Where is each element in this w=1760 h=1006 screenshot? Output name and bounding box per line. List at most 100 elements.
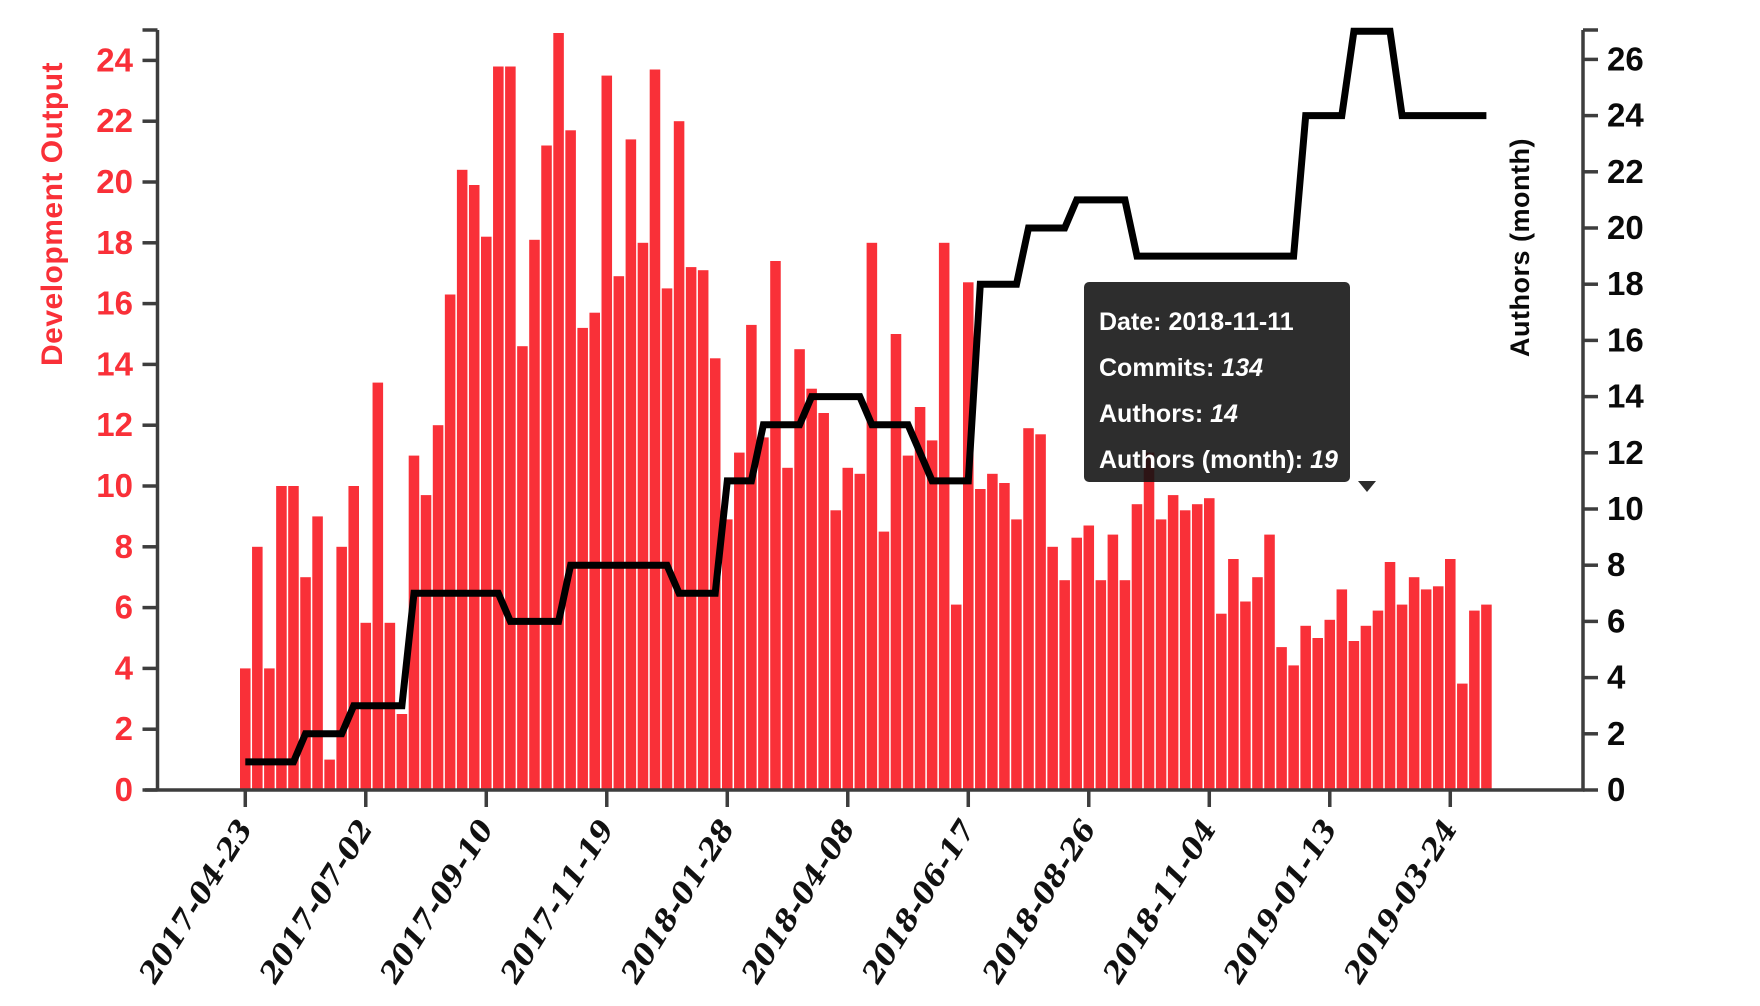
commit-bar[interactable] bbox=[288, 486, 299, 790]
commit-bar[interactable] bbox=[517, 346, 528, 790]
commit-bar[interactable] bbox=[1324, 619, 1336, 790]
commit-bar[interactable] bbox=[806, 388, 817, 790]
commit-bar[interactable] bbox=[1481, 604, 1492, 790]
commit-bar[interactable] bbox=[1336, 589, 1348, 790]
commit-bar[interactable] bbox=[866, 242, 878, 791]
commit-bar[interactable] bbox=[878, 531, 890, 790]
commit-bar[interactable] bbox=[1276, 647, 1287, 790]
commit-bar[interactable] bbox=[1071, 537, 1082, 790]
commit-bar[interactable] bbox=[1445, 559, 1456, 790]
commit-bar[interactable] bbox=[722, 519, 733, 790]
commit-bar[interactable] bbox=[1420, 589, 1432, 790]
commit-bar[interactable] bbox=[770, 261, 781, 790]
commit-bar[interactable] bbox=[734, 452, 745, 790]
commit-bar[interactable] bbox=[890, 334, 902, 790]
commit-bar[interactable] bbox=[1384, 562, 1396, 790]
commit-bar[interactable] bbox=[613, 276, 625, 790]
commit-bar[interactable] bbox=[252, 546, 263, 790]
commit-bar[interactable] bbox=[975, 489, 986, 790]
commit-bar[interactable] bbox=[444, 294, 456, 791]
commit-bar[interactable] bbox=[1372, 610, 1384, 790]
commit-bar[interactable] bbox=[1216, 613, 1227, 790]
commit-bar[interactable] bbox=[1083, 525, 1095, 791]
commit-bar[interactable] bbox=[396, 714, 408, 790]
commit-bar[interactable] bbox=[336, 546, 347, 790]
commit-bar[interactable] bbox=[914, 407, 926, 790]
commit-bar[interactable] bbox=[300, 577, 311, 790]
commit-bar[interactable] bbox=[468, 185, 480, 790]
authors-line[interactable] bbox=[245, 27, 1487, 766]
commit-bar[interactable] bbox=[661, 288, 673, 790]
commit-bar[interactable] bbox=[1264, 534, 1275, 790]
commit-bar[interactable] bbox=[697, 270, 709, 790]
commit-bar[interactable] bbox=[1360, 625, 1372, 790]
commit-bar[interactable] bbox=[1155, 519, 1167, 790]
commit-bar[interactable] bbox=[1312, 638, 1323, 790]
commit-bar[interactable] bbox=[1204, 498, 1215, 790]
commit-bar[interactable] bbox=[541, 145, 552, 791]
commit-bar[interactable] bbox=[565, 130, 576, 791]
commit-bar[interactable] bbox=[950, 604, 962, 790]
commit-bar[interactable] bbox=[1143, 452, 1155, 790]
commit-bar[interactable] bbox=[926, 440, 938, 790]
commit-bar[interactable] bbox=[240, 668, 251, 790]
commit-bar[interactable] bbox=[649, 69, 661, 791]
commit-bar[interactable] bbox=[1179, 510, 1191, 790]
commit-bar[interactable] bbox=[987, 473, 998, 790]
commit-bar[interactable] bbox=[1119, 580, 1131, 790]
commit-bar[interactable] bbox=[938, 242, 950, 791]
commit-bar[interactable] bbox=[1240, 601, 1251, 791]
commit-bar[interactable] bbox=[963, 282, 974, 790]
commit-bar[interactable] bbox=[1191, 504, 1203, 790]
commit-bar[interactable] bbox=[505, 66, 516, 791]
commit-bar[interactable] bbox=[1457, 683, 1468, 790]
commit-bar[interactable] bbox=[577, 327, 588, 790]
commit-bar[interactable] bbox=[264, 668, 275, 790]
commit-bar[interactable] bbox=[1167, 495, 1179, 790]
commit-bar[interactable] bbox=[902, 455, 914, 790]
commit-bar[interactable] bbox=[1408, 577, 1420, 790]
commit-bar[interactable] bbox=[830, 510, 841, 790]
commit-bar[interactable] bbox=[1348, 641, 1360, 790]
commit-bar[interactable] bbox=[420, 495, 432, 790]
commit-bar[interactable] bbox=[673, 121, 685, 790]
commit-bar[interactable] bbox=[529, 239, 540, 791]
commit-bar[interactable] bbox=[312, 516, 323, 790]
commit-bar[interactable] bbox=[1011, 519, 1022, 790]
commit-bar[interactable] bbox=[481, 236, 492, 790]
commit-bar[interactable] bbox=[625, 139, 637, 790]
commit-bar[interactable] bbox=[1095, 580, 1107, 790]
commit-bar[interactable] bbox=[493, 66, 504, 791]
commit-bar[interactable] bbox=[1047, 546, 1058, 790]
commit-bar[interactable] bbox=[1469, 610, 1480, 790]
commit-bar[interactable] bbox=[553, 33, 564, 790]
commit-bar[interactable] bbox=[1432, 586, 1444, 790]
commit-bar[interactable] bbox=[1396, 604, 1408, 790]
commit-bar[interactable] bbox=[456, 169, 468, 791]
commit-bar[interactable] bbox=[1131, 504, 1143, 790]
commit-bar[interactable] bbox=[1252, 577, 1263, 790]
commit-bar[interactable] bbox=[1300, 625, 1311, 790]
commit-bar[interactable] bbox=[999, 483, 1010, 790]
commit-bar[interactable] bbox=[818, 413, 829, 790]
commit-bar[interactable] bbox=[794, 349, 805, 790]
commit-bar[interactable] bbox=[348, 486, 359, 790]
commit-bar[interactable] bbox=[589, 312, 600, 790]
commit-bar[interactable] bbox=[324, 759, 335, 790]
commit-bar[interactable] bbox=[1228, 559, 1239, 790]
commit-bar[interactable] bbox=[372, 382, 384, 790]
commit-bar[interactable] bbox=[1035, 434, 1046, 790]
commit-bar[interactable] bbox=[1107, 534, 1119, 790]
commit-bar[interactable] bbox=[854, 473, 866, 790]
commit-bar[interactable] bbox=[758, 437, 769, 790]
commit-bar[interactable] bbox=[685, 267, 697, 791]
commit-bar[interactable] bbox=[276, 486, 287, 790]
commit-bar[interactable] bbox=[432, 425, 444, 790]
commit-bar[interactable] bbox=[746, 324, 757, 790]
commit-bar[interactable] bbox=[637, 242, 649, 791]
commit-bar[interactable] bbox=[782, 467, 793, 790]
commit-bar[interactable] bbox=[1288, 665, 1299, 790]
commit-bar[interactable] bbox=[1023, 428, 1034, 790]
commit-bar[interactable] bbox=[601, 75, 613, 791]
commit-bar[interactable] bbox=[1059, 580, 1070, 790]
